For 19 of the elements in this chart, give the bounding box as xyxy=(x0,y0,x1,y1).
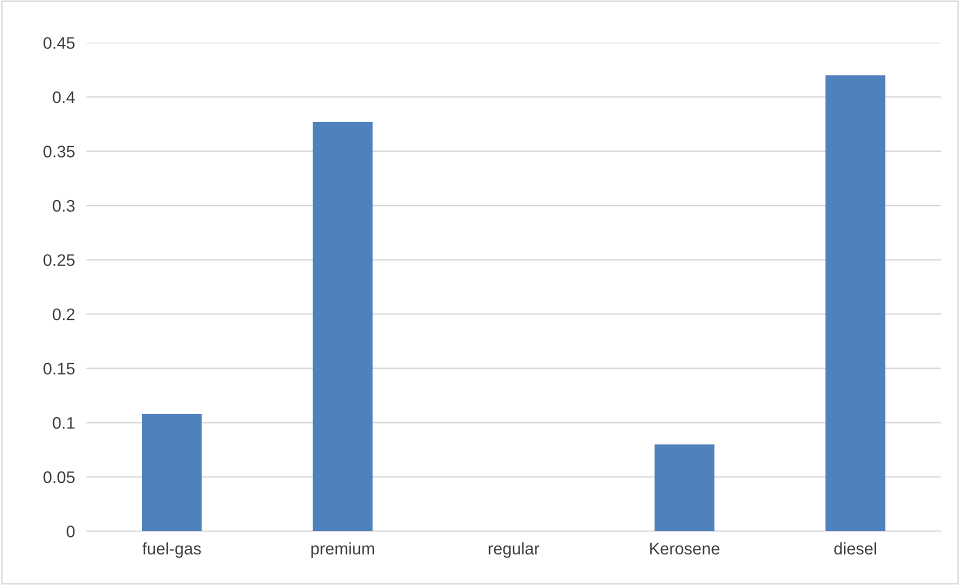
y-tick-label: 0.25 xyxy=(44,254,75,266)
y-tick-label: 0.05 xyxy=(44,471,75,484)
y-tick-label: 0.2 xyxy=(52,308,74,320)
bar xyxy=(312,122,373,532)
y-tick-label: 0 xyxy=(66,526,75,538)
y-tick-label: 0.15 xyxy=(44,362,75,375)
y-tick-label: 0.1 xyxy=(52,417,74,429)
y-tick-label: 0.4 xyxy=(52,91,75,104)
x-tick-label: premium xyxy=(311,542,374,558)
x-tick-label: fuel-gas xyxy=(142,542,201,558)
x-tick-label: Kerosene xyxy=(650,542,720,555)
bar xyxy=(825,75,886,532)
y-tick-label: 0.45 xyxy=(44,37,75,49)
bar xyxy=(654,444,714,532)
y-tick-label: 0.35 xyxy=(44,146,75,158)
x-tick-label: regular xyxy=(488,542,540,558)
x-tick-label: diesel xyxy=(834,542,876,555)
y-tick-label: 0.3 xyxy=(52,200,75,212)
bar xyxy=(142,414,202,532)
